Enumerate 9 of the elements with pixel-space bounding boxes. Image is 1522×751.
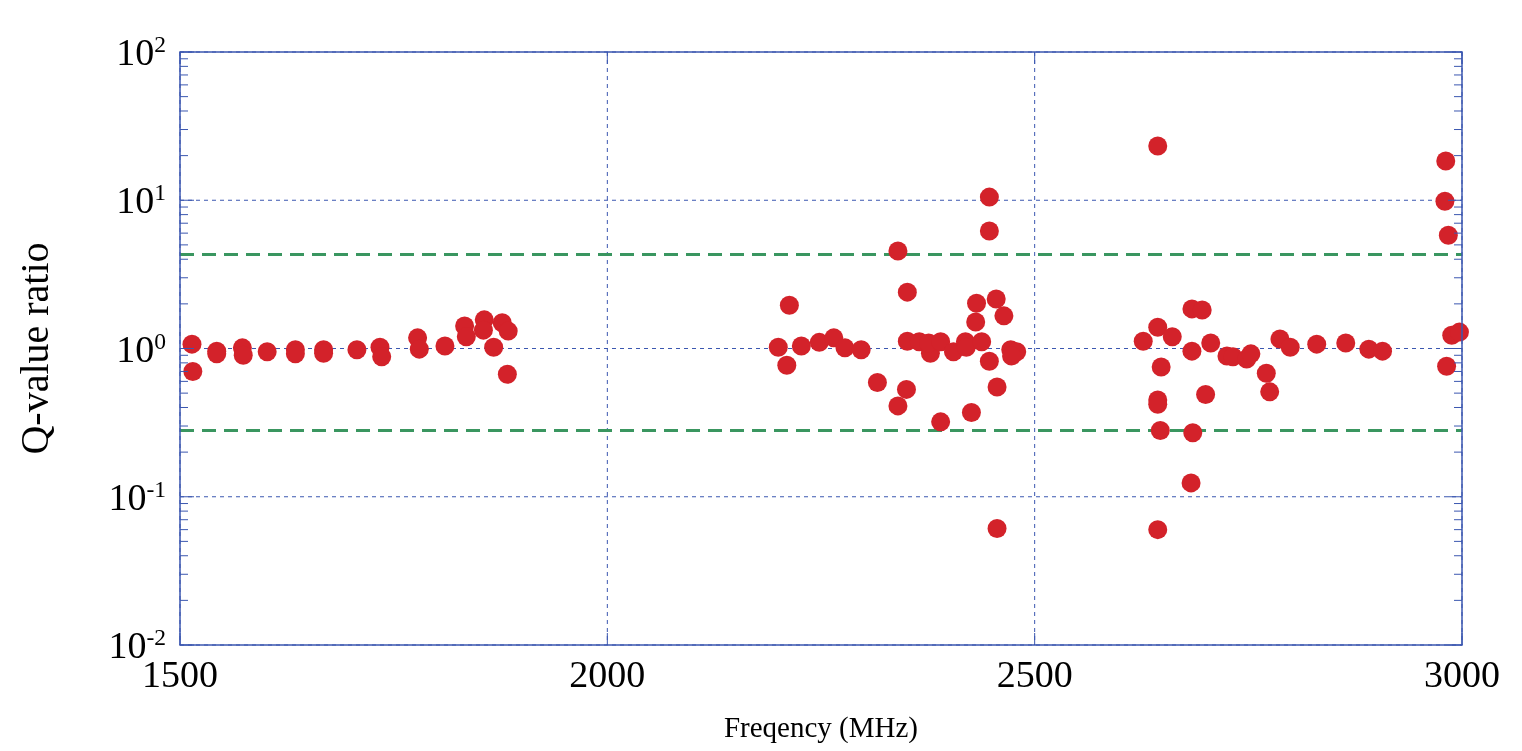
- x-tick-label: 3000: [1424, 653, 1500, 695]
- x-tick-label: 2500: [996, 653, 1073, 695]
- y-axis-title: Q-value ratio: [12, 242, 57, 455]
- x-axis-title: Freqency (MHz): [723, 711, 919, 744]
- y-tick-label: 10$^{2}$: [116, 31, 166, 73]
- y-tick-label: 10$^{-1}$: [108, 475, 166, 518]
- y-tick-label: 10$^{1}$: [116, 179, 166, 222]
- x-tick-label: 2000: [569, 653, 646, 695]
- y-tick-label: 10$^{0}$: [116, 327, 166, 370]
